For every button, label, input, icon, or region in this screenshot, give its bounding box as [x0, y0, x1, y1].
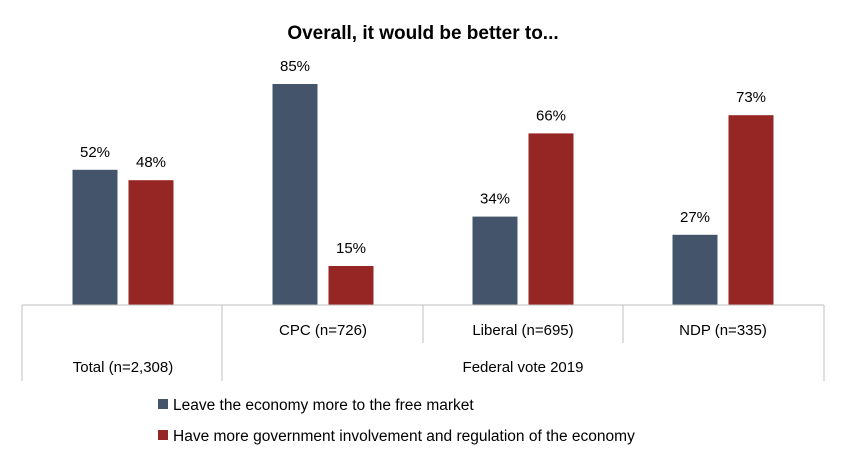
legend-swatch-series-1 — [158, 399, 168, 409]
category-label-total: Total (n=2,308) — [73, 359, 173, 376]
data-label-liberal-series-1: 34% — [480, 191, 510, 208]
data-label-liberal-series-2: 66% — [536, 107, 566, 124]
bar-liberal-series-2 — [528, 133, 574, 305]
category-axis: Federal vote 2019 Total (n=2,308) CPC (n=… — [21, 304, 825, 381]
data-label-total-series-1: 52% — [80, 144, 110, 161]
data-label-ndp-series-1: 27% — [680, 209, 710, 226]
bar-cpc-series-2 — [328, 266, 374, 305]
bars-layer: 52% 85% 34% 27% 48% 15% 66% 73% — [72, 58, 774, 305]
data-label-ndp-series-2: 73% — [736, 89, 766, 106]
bar-cpc-series-1 — [272, 84, 318, 305]
chart-title: Overall, it would be better to... — [287, 23, 558, 44]
legend-label-series-2: Have more government involvement and reg… — [173, 428, 635, 445]
bar-liberal-series-1 — [472, 216, 518, 305]
legend-swatch-series-2 — [158, 430, 168, 440]
category-label-ndp: NDP (n=335) — [679, 322, 767, 339]
category-label-cpc: CPC (n=726) — [279, 322, 367, 339]
bar-total-series-1 — [72, 169, 118, 305]
data-label-total-series-2: 48% — [136, 154, 166, 171]
bar-ndp-series-1 — [672, 234, 718, 305]
legend-label-series-1: Leave the economy more to the free marke… — [173, 397, 474, 414]
legend: Leave the economy more to the free marke… — [158, 397, 635, 445]
category-label-liberal: Liberal (n=695) — [472, 322, 573, 339]
data-label-cpc-series-2: 15% — [336, 240, 366, 257]
group-label-federal-vote: Federal vote 2019 — [463, 359, 584, 376]
data-label-cpc-series-1: 85% — [280, 58, 310, 75]
bar-ndp-series-2 — [728, 115, 774, 305]
bar-total-series-2 — [128, 180, 174, 305]
